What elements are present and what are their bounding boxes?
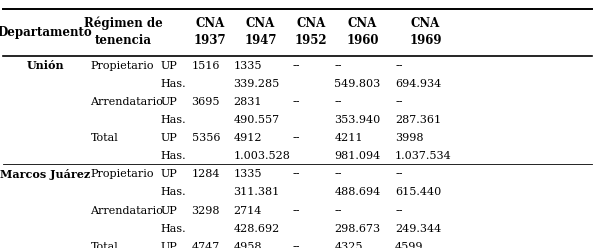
Text: --: -- [395, 206, 403, 216]
Text: 4958: 4958 [233, 242, 262, 248]
Text: Marcos Juárez: Marcos Juárez [0, 169, 90, 180]
Text: 1335: 1335 [233, 61, 262, 71]
Text: 4747: 4747 [192, 242, 220, 248]
Text: UP: UP [160, 169, 177, 179]
Text: 981.094: 981.094 [334, 151, 381, 161]
Text: 428.692: 428.692 [233, 224, 280, 234]
Text: 615.440: 615.440 [395, 187, 441, 197]
Text: 4211: 4211 [334, 133, 363, 143]
Text: UP: UP [160, 242, 177, 248]
Text: 2831: 2831 [233, 97, 262, 107]
Text: Has.: Has. [160, 224, 186, 234]
Text: 490.557: 490.557 [233, 115, 280, 125]
Text: Has.: Has. [160, 115, 186, 125]
Text: --: -- [293, 133, 300, 143]
Text: --: -- [293, 169, 300, 179]
Text: --: -- [293, 97, 300, 107]
Text: CNA
1937: CNA 1937 [194, 17, 226, 47]
Text: 249.344: 249.344 [395, 224, 441, 234]
Text: 3298: 3298 [192, 206, 220, 216]
Text: Régimen de
tenencia: Régimen de tenencia [84, 17, 162, 47]
Text: 311.381: 311.381 [233, 187, 280, 197]
Text: 5356: 5356 [192, 133, 220, 143]
Text: UP: UP [160, 206, 177, 216]
Text: Has.: Has. [160, 151, 186, 161]
Text: 4912: 4912 [233, 133, 262, 143]
Text: 1516: 1516 [192, 61, 220, 71]
Text: Has.: Has. [160, 187, 186, 197]
Text: --: -- [293, 61, 300, 71]
Text: --: -- [395, 61, 403, 71]
Text: 3695: 3695 [192, 97, 220, 107]
Text: Propietario: Propietario [90, 61, 154, 71]
Text: UP: UP [160, 61, 177, 71]
Text: --: -- [395, 97, 403, 107]
Text: Has.: Has. [160, 79, 186, 89]
Text: --: -- [334, 206, 342, 216]
Text: 4599: 4599 [395, 242, 424, 248]
Text: Arrendatario: Arrendatario [90, 206, 163, 216]
Text: Propietario: Propietario [90, 169, 154, 179]
Text: Total: Total [90, 133, 118, 143]
Text: --: -- [334, 169, 342, 179]
Text: 298.673: 298.673 [334, 224, 381, 234]
Text: Departamento: Departamento [0, 26, 93, 39]
Text: --: -- [334, 97, 342, 107]
Text: 1284: 1284 [192, 169, 220, 179]
Text: 2714: 2714 [233, 206, 262, 216]
Text: 3998: 3998 [395, 133, 424, 143]
Text: --: -- [293, 206, 300, 216]
Text: CNA
1960: CNA 1960 [346, 17, 378, 47]
Text: Unión: Unión [26, 60, 64, 71]
Text: 549.803: 549.803 [334, 79, 381, 89]
Text: CNA
1969: CNA 1969 [409, 17, 441, 47]
Text: UP: UP [160, 97, 177, 107]
Text: UP: UP [160, 133, 177, 143]
Text: Arrendatario: Arrendatario [90, 97, 163, 107]
Text: 4325: 4325 [334, 242, 363, 248]
Text: 353.940: 353.940 [334, 115, 381, 125]
Text: 694.934: 694.934 [395, 79, 441, 89]
Text: 339.285: 339.285 [233, 79, 280, 89]
Text: CNA
1947: CNA 1947 [245, 17, 277, 47]
Text: Total: Total [90, 242, 118, 248]
Text: --: -- [334, 61, 342, 71]
Text: CNA
1952: CNA 1952 [295, 17, 327, 47]
Text: 287.361: 287.361 [395, 115, 441, 125]
Text: 488.694: 488.694 [334, 187, 381, 197]
Text: 1335: 1335 [233, 169, 262, 179]
Text: --: -- [293, 242, 300, 248]
Text: --: -- [395, 169, 403, 179]
Text: 1.037.534: 1.037.534 [395, 151, 452, 161]
Text: 1.003.528: 1.003.528 [233, 151, 290, 161]
